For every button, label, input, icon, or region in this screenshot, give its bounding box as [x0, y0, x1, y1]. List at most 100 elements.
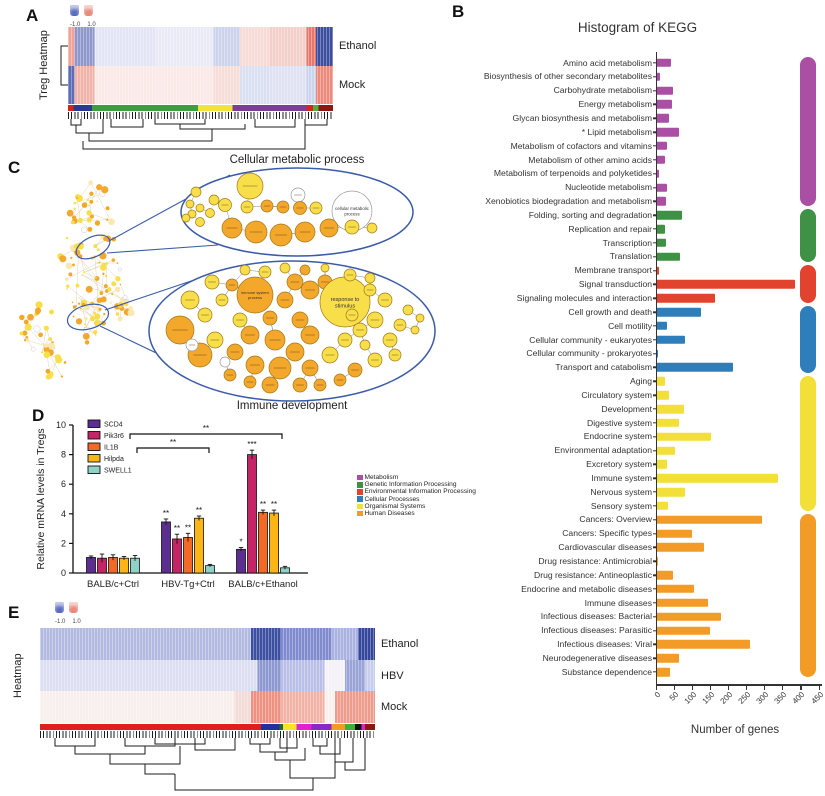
kegg-row: Metabolism of terpenoids and polyketides — [450, 167, 796, 181]
kegg-bar — [657, 280, 795, 289]
network-node — [70, 220, 75, 225]
kegg-x-tick-label: 350 — [772, 690, 789, 706]
kegg-row: Translation — [450, 250, 796, 264]
network-node — [86, 198, 89, 201]
kegg-bar — [657, 58, 672, 68]
kegg-bar — [657, 667, 670, 677]
kegg-row: Folding, sorting and degradation — [450, 208, 796, 222]
d-legend-swatch — [87, 431, 101, 440]
kegg-row: Cellular community - prokaryotes — [450, 347, 796, 361]
kegg-legend-swatch — [357, 482, 363, 488]
network-node — [35, 309, 40, 315]
kegg-x-tick — [818, 685, 820, 690]
kegg-bar-track — [657, 665, 796, 679]
network-node — [41, 351, 44, 354]
kegg-row: Transcription — [450, 236, 796, 250]
significance-marker: ** — [271, 500, 277, 509]
d-bar — [247, 454, 257, 574]
network-node — [71, 215, 77, 220]
kegg-bar-track — [657, 610, 796, 624]
network-node — [22, 330, 28, 336]
d-legend-swatch — [87, 442, 101, 451]
significance-marker: ** — [170, 438, 176, 447]
scale-max-swatch — [84, 5, 93, 16]
kegg-category-label: Cell growth and death — [568, 306, 652, 317]
go-term-bubble — [320, 263, 330, 273]
heatmap-row — [68, 65, 333, 104]
d-group-label: BALB/c+Ethanol — [228, 579, 297, 590]
kegg-bar-track — [657, 278, 796, 292]
kegg-bar-track — [657, 651, 796, 665]
kegg-bar — [657, 210, 683, 220]
kegg-bar-track — [657, 333, 796, 347]
network-node — [103, 284, 108, 289]
network-node — [108, 218, 115, 226]
network-node — [65, 284, 70, 288]
kegg-category-label: Excretory system — [586, 459, 652, 470]
column-annotation-bar-a — [68, 105, 333, 111]
kegg-category-label: Signal transduction — [578, 279, 652, 290]
d-legend-label: Pik3r6 — [104, 433, 124, 440]
kegg-category-label: Immune system — [591, 472, 652, 483]
network-node — [96, 248, 100, 252]
kegg-category-label: Transcription — [602, 237, 652, 248]
kegg-bar-track — [657, 153, 796, 167]
go-term-bubble — [208, 194, 220, 206]
network-node — [75, 283, 80, 288]
kegg-x-tick-label: 300 — [754, 690, 771, 706]
kegg-category-label: Cellular community - prokaryotes — [526, 348, 652, 359]
kegg-bar — [657, 238, 667, 248]
kegg-bar-track — [657, 554, 796, 568]
d-bar — [86, 557, 96, 574]
network-node — [55, 356, 63, 364]
scale-max-swatch — [69, 602, 78, 613]
network-node — [72, 315, 75, 318]
kegg-bar — [657, 321, 667, 331]
network-node — [93, 330, 98, 335]
kegg-bar — [657, 501, 668, 511]
network-node — [125, 298, 128, 301]
network-node — [68, 272, 73, 277]
kegg-x-axis-label: Number of genes — [690, 724, 780, 736]
kegg-bar-track — [657, 430, 796, 444]
kegg-bar — [657, 224, 665, 234]
network-node — [43, 325, 49, 331]
network-node — [33, 325, 41, 333]
go-term-bubble — [366, 222, 378, 234]
network-node — [111, 258, 116, 262]
kegg-row: Glycan biosynthesis and metabolism — [450, 111, 796, 125]
kegg-row: Nucleotide metabolism — [450, 181, 796, 195]
kegg-category-label: Endocrine system — [583, 431, 652, 442]
kegg-group-capsule — [800, 306, 816, 373]
kegg-legend-swatch — [357, 510, 363, 517]
kegg-bar — [657, 155, 665, 165]
network-node — [93, 244, 98, 249]
kegg-bar — [657, 294, 715, 303]
scale-max-label: 1.0 — [87, 22, 96, 28]
kegg-row: Sensory system — [450, 499, 796, 513]
network-node — [94, 275, 100, 281]
network-node — [84, 316, 88, 321]
column-dendrogram-a — [70, 119, 328, 150]
kegg-bar-track — [657, 98, 796, 112]
d-y-tick-label: 0 — [61, 568, 66, 578]
kegg-x-tick — [764, 685, 766, 690]
kegg-row: Environmental adaptation — [450, 444, 796, 458]
kegg-bar-track — [657, 70, 796, 84]
network-node — [75, 194, 83, 202]
network-node — [73, 209, 76, 212]
kegg-bar-track — [657, 222, 796, 236]
network-node — [23, 319, 29, 325]
kegg-category-label: Carbohydrate metabolism — [553, 85, 652, 96]
network-node — [87, 204, 90, 207]
kegg-bar — [657, 266, 660, 275]
kegg-bar-track — [657, 125, 796, 139]
kegg-bar-track — [657, 416, 796, 430]
color-scale-legend-e: -1.0 1.0 — [55, 600, 83, 625]
kegg-bar-track — [657, 568, 796, 582]
d-legend-label: IL1B — [104, 445, 119, 452]
kegg-legend-swatch — [357, 503, 363, 510]
kegg-category-label: * Lipid metabolism — [581, 126, 652, 137]
go-term-bubble — [364, 272, 376, 284]
